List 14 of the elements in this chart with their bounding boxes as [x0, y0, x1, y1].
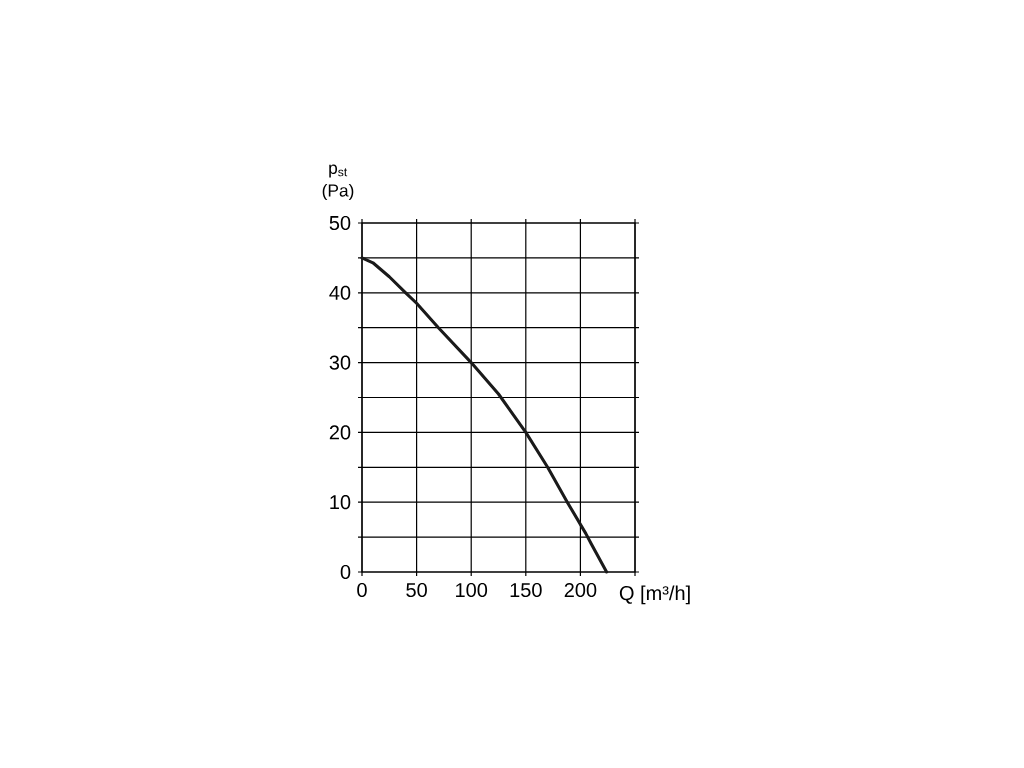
x-tick-label: 0	[357, 582, 367, 598]
y-tick-label: 30	[329, 355, 351, 370]
y-tick-label: 50	[329, 215, 351, 231]
x-axis-title: Q [m³/h]	[619, 585, 690, 605]
y-tick-label: 20	[329, 425, 351, 440]
y-tick-label: 10	[330, 495, 351, 510]
y-tick-label: 0	[340, 564, 351, 580]
line-series	[360, 256, 609, 574]
x-tick-label: 50	[406, 582, 427, 598]
x-tick-label: 150	[510, 582, 542, 598]
x-tick-label: 100	[456, 582, 488, 598]
y-axis-title: p$_{st}$ (Pa)	[322, 164, 354, 201]
y-tick-label: 40	[329, 285, 351, 300]
x-tick-label: 200	[564, 582, 597, 598]
